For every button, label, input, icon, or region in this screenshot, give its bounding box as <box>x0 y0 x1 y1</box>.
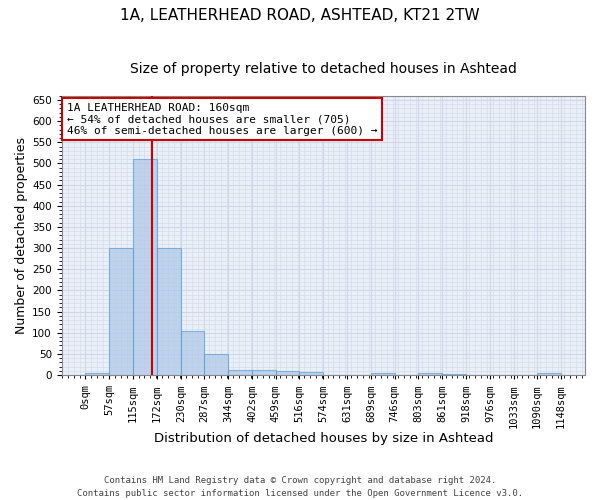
Y-axis label: Number of detached properties: Number of detached properties <box>15 137 28 334</box>
Bar <box>275 371 299 375</box>
Text: 1A, LEATHERHEAD ROAD, ASHTEAD, KT21 2TW: 1A, LEATHERHEAD ROAD, ASHTEAD, KT21 2TW <box>120 8 480 22</box>
Title: Size of property relative to detached houses in Ashtead: Size of property relative to detached ho… <box>130 62 517 76</box>
Bar <box>157 248 181 375</box>
Bar <box>299 372 323 375</box>
Bar <box>252 370 275 375</box>
X-axis label: Distribution of detached houses by size in Ashtead: Distribution of detached houses by size … <box>154 432 493 445</box>
Bar <box>418 373 442 375</box>
Bar <box>85 373 109 375</box>
Text: 1A LEATHERHEAD ROAD: 160sqm
← 54% of detached houses are smaller (705)
46% of se: 1A LEATHERHEAD ROAD: 160sqm ← 54% of det… <box>67 102 377 136</box>
Bar <box>537 373 561 375</box>
Bar <box>371 373 395 375</box>
Bar <box>181 330 205 375</box>
Bar <box>205 354 228 375</box>
Text: Contains HM Land Registry data © Crown copyright and database right 2024.
Contai: Contains HM Land Registry data © Crown c… <box>77 476 523 498</box>
Bar <box>133 159 157 375</box>
Bar <box>109 248 133 375</box>
Bar <box>228 370 252 375</box>
Bar <box>442 374 466 375</box>
